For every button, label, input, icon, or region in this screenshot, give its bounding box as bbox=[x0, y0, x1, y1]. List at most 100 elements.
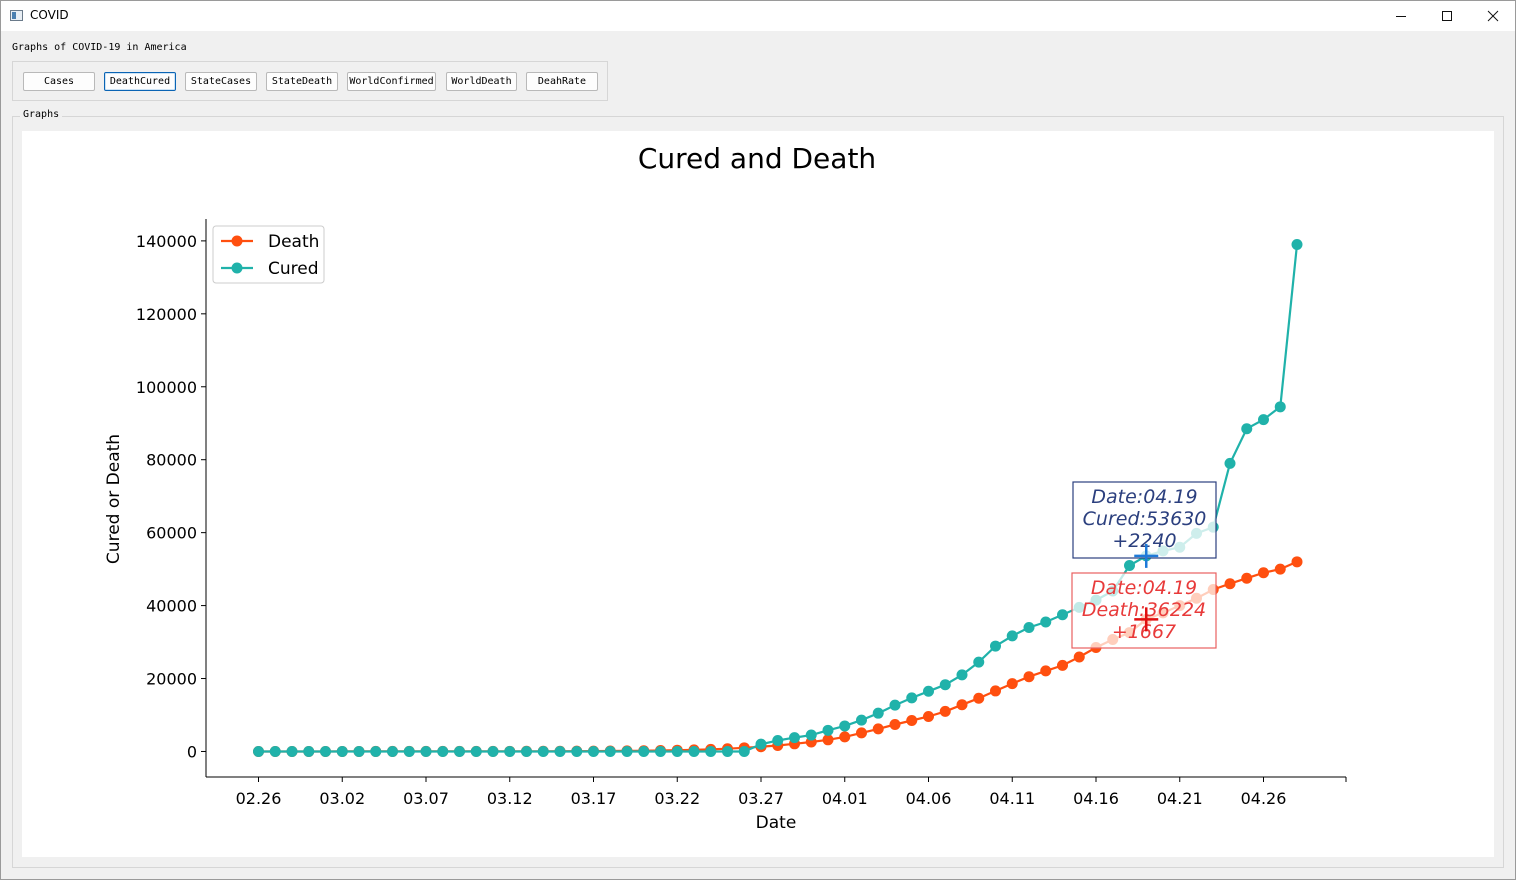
data-point-death bbox=[939, 705, 951, 717]
death-cured-button[interactable]: DeathCured bbox=[104, 72, 176, 91]
annotation-text-death: Date:04.19 bbox=[1091, 577, 1197, 599]
data-point-cured bbox=[1224, 457, 1236, 469]
data-point-cured bbox=[588, 745, 599, 757]
data-point-death bbox=[872, 723, 884, 735]
cases-button[interactable]: Cases bbox=[23, 72, 95, 91]
data-point-cured bbox=[939, 679, 951, 691]
annotation-text-cured: Cured:53630 bbox=[1083, 508, 1207, 530]
data-point-cured bbox=[487, 745, 499, 757]
data-point-cured bbox=[554, 745, 566, 757]
legend-marker-cured bbox=[231, 262, 243, 274]
plot-canvas: Cured and Death 0 20000 40000 60000 80000 1000… bbox=[22, 131, 1494, 857]
legend-label-death: Death bbox=[268, 232, 319, 252]
data-point-cured bbox=[437, 745, 449, 757]
data-point-cured bbox=[772, 735, 784, 747]
data-point-cured bbox=[705, 745, 717, 757]
data-point-cured bbox=[370, 745, 382, 757]
x-tick-label: 04.21 bbox=[1157, 789, 1203, 808]
data-point-cured bbox=[738, 745, 750, 757]
minimize-icon bbox=[1396, 16, 1406, 17]
data-point-death bbox=[822, 734, 834, 746]
annotation-box-cured bbox=[1072, 481, 1217, 559]
x-axis-label: Date bbox=[756, 813, 797, 833]
data-point-death bbox=[973, 692, 985, 704]
data-point-cured bbox=[973, 656, 985, 668]
data-point-cured bbox=[303, 745, 315, 757]
data-point-death bbox=[1023, 671, 1035, 683]
state-cases-button[interactable]: StateCases bbox=[185, 72, 257, 91]
data-point-cured bbox=[1124, 559, 1135, 571]
data-point-cured bbox=[1241, 423, 1253, 435]
data-point-death bbox=[923, 710, 934, 722]
data-point-cured bbox=[990, 640, 1001, 652]
x-tick-label: 03.07 bbox=[403, 789, 449, 808]
world-confirmed-button[interactable]: WorldConfirmed bbox=[347, 72, 436, 91]
close-button[interactable] bbox=[1470, 1, 1516, 31]
x-tick-label: 04.06 bbox=[906, 789, 952, 808]
graphs-group bbox=[12, 116, 1504, 868]
minimize-button[interactable] bbox=[1378, 1, 1424, 31]
data-point-cured bbox=[856, 714, 867, 726]
annotation-text-death: Death:36224 bbox=[1082, 599, 1206, 621]
data-point-death bbox=[1291, 556, 1303, 568]
y-axis-label: Cured or Death bbox=[104, 434, 124, 564]
data-point-cured bbox=[1023, 621, 1035, 633]
data-point-cured bbox=[1006, 630, 1018, 642]
x-tick-label: 03.22 bbox=[654, 789, 700, 808]
y-tick-label: 140000 bbox=[136, 232, 197, 251]
x-tick-label: 04.11 bbox=[989, 789, 1035, 808]
x-tick-label: 04.26 bbox=[1241, 789, 1287, 808]
data-point-death bbox=[990, 685, 1001, 697]
y-tick-label: 80000 bbox=[146, 451, 197, 470]
graph-selector-group bbox=[12, 61, 608, 101]
annotation-box-death bbox=[1071, 572, 1217, 649]
data-point-cured bbox=[403, 745, 415, 757]
data-point-death bbox=[1224, 578, 1236, 590]
maximize-button[interactable] bbox=[1424, 1, 1470, 31]
data-point-cured bbox=[956, 669, 968, 681]
data-point-cured bbox=[789, 732, 800, 744]
data-point-cured bbox=[722, 745, 733, 757]
data-point-cured bbox=[253, 745, 264, 757]
maximize-icon bbox=[1442, 11, 1452, 21]
x-tick-label: 03.27 bbox=[738, 789, 784, 808]
data-point-cured bbox=[1258, 414, 1269, 426]
y-tick-label: 120000 bbox=[136, 305, 197, 324]
x-tick-label: 02.26 bbox=[236, 789, 282, 808]
data-point-cured bbox=[320, 745, 331, 757]
annotation-text-cured: Date:04.19 bbox=[1091, 486, 1197, 508]
state-death-button[interactable]: StateDeath bbox=[266, 72, 338, 91]
death-rate-button[interactable]: DeahRate bbox=[526, 72, 598, 91]
data-point-cured bbox=[1040, 616, 1052, 628]
data-point-cured bbox=[604, 745, 616, 757]
data-point-death bbox=[1040, 665, 1052, 677]
data-point-cured bbox=[420, 745, 432, 757]
data-point-cured bbox=[269, 745, 281, 757]
data-point-death bbox=[839, 731, 851, 743]
data-point-death bbox=[1241, 572, 1253, 584]
y-tick-label: 0 bbox=[187, 742, 197, 761]
data-point-death bbox=[1006, 678, 1018, 690]
data-point-cured bbox=[470, 745, 482, 757]
x-tick-label: 04.01 bbox=[822, 789, 868, 808]
data-point-death bbox=[956, 699, 968, 711]
data-point-death bbox=[1057, 659, 1068, 671]
close-icon bbox=[1487, 10, 1499, 22]
data-point-death bbox=[906, 714, 918, 726]
title-bar: COVID bbox=[1, 1, 1515, 31]
world-death-button[interactable]: WorldDeath bbox=[446, 72, 517, 91]
data-point-cured bbox=[571, 745, 583, 757]
data-point-cured bbox=[504, 745, 516, 757]
data-point-death bbox=[856, 727, 867, 739]
data-point-cured bbox=[1291, 239, 1303, 251]
data-point-cured bbox=[839, 720, 851, 732]
data-point-death bbox=[1258, 567, 1269, 579]
legend-marker-death bbox=[231, 235, 243, 247]
data-point-death bbox=[889, 718, 901, 730]
data-point-cured bbox=[353, 745, 365, 757]
data-point-cured bbox=[889, 699, 901, 711]
data-point-cured bbox=[387, 745, 398, 757]
data-point-cured bbox=[655, 745, 666, 757]
data-point-cured bbox=[336, 745, 348, 757]
legend-label-cured: Cured bbox=[268, 259, 319, 279]
